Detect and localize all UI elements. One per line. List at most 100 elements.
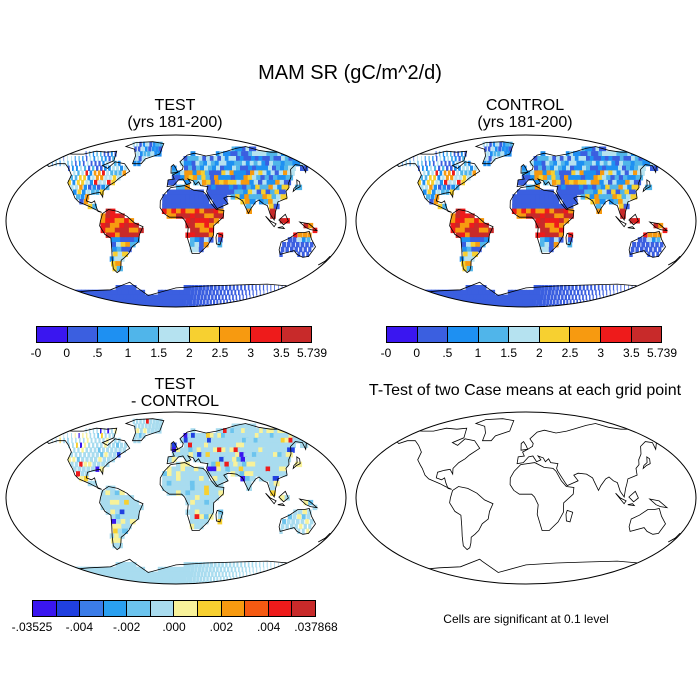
grid-cell: [622, 184, 630, 191]
grid-cell: [610, 165, 618, 171]
grid-cell: [119, 499, 125, 506]
grid-cell: [597, 285, 600, 291]
grid-cell: [548, 194, 555, 200]
grid-cell: [221, 571, 224, 577]
grid-cell: [440, 189, 445, 195]
grid-cell: [245, 289, 247, 296]
grid-cell: [221, 562, 224, 568]
coastline: [166, 146, 316, 222]
grid-cell: [260, 442, 268, 448]
grid-cell: [105, 485, 111, 491]
grid-cell: [526, 213, 532, 219]
colorbar-test-labels: -0 0.5 1 1.5 2 2.5 3 3.5 5.739: [31, 343, 327, 360]
grid-cell: [112, 571, 120, 577]
grid-cell: [587, 184, 594, 191]
grid-cell: [220, 165, 226, 171]
grid-cell: [241, 566, 244, 573]
grid-cell: [277, 581, 280, 584]
grid-cell: [277, 461, 285, 468]
colorbar-swatch: [631, 327, 662, 342]
grid-cell: [110, 237, 117, 243]
grid-cell: [272, 476, 279, 482]
grid-cell: [307, 509, 312, 515]
grid-cell: [105, 495, 111, 501]
grid-cell: [124, 499, 130, 506]
grid-cell: [483, 222, 489, 229]
colorbar-swatch: [33, 601, 57, 616]
grid-cell: [204, 571, 207, 577]
grid-cell: [199, 519, 204, 525]
grid-cell: [83, 452, 86, 458]
grid-cell: [126, 285, 133, 291]
grid-cell: [280, 246, 285, 253]
grid-cell: [430, 194, 435, 200]
grid-cell: [464, 256, 471, 262]
grid-cell: [603, 160, 611, 167]
grid-cell: [202, 562, 206, 568]
grid-cell: [227, 456, 234, 463]
grid-cell: [80, 442, 82, 448]
grid-cell: [190, 490, 196, 496]
grid-cell: [153, 304, 159, 307]
grid-cell: [570, 165, 576, 171]
grid-cell: [224, 442, 231, 448]
grid-cell: [256, 289, 258, 296]
grid-cell: [250, 447, 257, 453]
grid-cell: [139, 289, 146, 296]
grid-cell: [99, 466, 104, 472]
grid-cell: [465, 237, 472, 243]
grid-cell: [206, 285, 210, 291]
grid-cell: [72, 442, 74, 448]
grid-cell: [578, 184, 585, 191]
grid-cell: [264, 165, 272, 171]
grid-cell: [166, 304, 171, 307]
grid-cell: [548, 285, 553, 291]
grid-cell: [236, 285, 239, 291]
grid-cell: [152, 576, 158, 582]
grid-cell: [237, 170, 245, 176]
grid-cell: [197, 289, 202, 296]
grid-cell: [128, 495, 135, 501]
grid-cell: [482, 141, 485, 148]
grid-cell: [114, 499, 120, 506]
grid-cell: [599, 299, 601, 305]
grid-cell: [142, 156, 146, 162]
grid-cell: [180, 194, 186, 200]
grid-cell: [208, 170, 215, 176]
grid-cell: [544, 222, 551, 229]
colorbar-swatch: [220, 327, 251, 342]
grid-cell: [242, 437, 249, 444]
grid-cell: [151, 294, 157, 300]
grid-cell: [109, 533, 116, 539]
grid-cell: [445, 175, 449, 181]
grid-cell: [630, 294, 632, 300]
grid-cell: [96, 184, 101, 191]
grid-cell: [553, 203, 560, 210]
grid-cell: [108, 156, 111, 162]
grid-cell: [258, 179, 265, 186]
grid-cell: [112, 433, 115, 439]
grid-cell: [425, 299, 434, 305]
grid-cell: [571, 170, 578, 176]
grid-cell: [155, 576, 161, 582]
grid-cell: [199, 514, 205, 520]
grid-cell: [502, 141, 506, 148]
grid-cell: [471, 304, 478, 307]
grid-cell: [479, 237, 486, 243]
grid-cell: [249, 423, 257, 429]
grid-cell: [586, 299, 588, 305]
grid-cell: [137, 423, 141, 429]
grid-cell: [128, 499, 135, 506]
grid-cell: [567, 285, 571, 291]
grid-cell: [89, 304, 98, 307]
grid-cell: [540, 208, 546, 214]
grid-cell: [119, 509, 126, 515]
grid-cell: [563, 156, 570, 162]
grid-cell: [237, 184, 244, 191]
grid-cell: [192, 299, 196, 305]
grid-cell: [276, 471, 283, 477]
grid-cell: [94, 437, 97, 444]
grid-cell: [104, 156, 107, 162]
grid-cell: [608, 179, 615, 186]
grid-cell: [100, 165, 103, 171]
